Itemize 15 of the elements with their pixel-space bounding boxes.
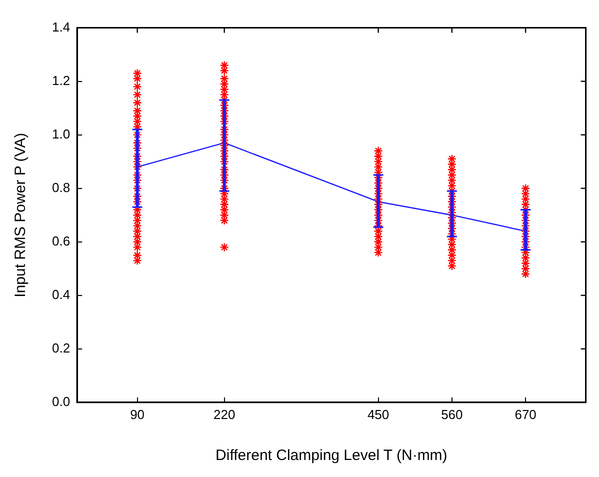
- x-tick-label: 90: [130, 406, 145, 422]
- x-tick-label: 560: [441, 406, 463, 422]
- y-tick-label: 0.2: [52, 340, 70, 356]
- y-tick-label: 0.8: [52, 180, 70, 195]
- y-tick-label: 1.2: [52, 72, 70, 88]
- y-axis-title: Input RMS Power P (VA): [12, 132, 30, 298]
- y-tick-label: 0.4: [52, 286, 70, 302]
- y-tick-label: 1.0: [52, 126, 70, 142]
- y-tick-label: 0.0: [52, 394, 70, 409]
- x-axis-title: Different Clamping Level T (N·mm): [216, 447, 448, 464]
- x-tick-label: 670: [514, 406, 536, 422]
- y-tick-label: 0.6: [52, 233, 70, 248]
- x-tick-label: 220: [213, 406, 236, 422]
- y-tick-label: 1.4: [52, 19, 70, 34]
- x-tick-label: 450: [367, 406, 390, 422]
